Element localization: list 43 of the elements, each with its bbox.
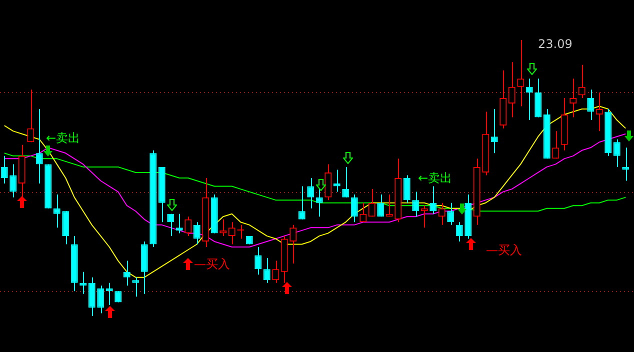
- candlestick: [596, 92, 603, 132]
- candlestick: [342, 166, 350, 198]
- annotation: ←卖出: [46, 131, 80, 146]
- annotation: 23.09: [538, 37, 572, 52]
- candlestick: [27, 89, 34, 143]
- candlestick: [167, 213, 174, 236]
- candlestick: [324, 164, 332, 201]
- candlestick: [132, 276, 140, 298]
- candlestick: [237, 224, 244, 240]
- candlestick: [377, 194, 384, 218]
- candlestick: [184, 216, 192, 236]
- candlestick: [307, 178, 314, 209]
- candlestick: [517, 40, 524, 107]
- candlestick: [97, 285, 104, 314]
- candlestick: [254, 246, 262, 276]
- candlestick: [490, 108, 498, 154]
- candlestick: [62, 210, 70, 245]
- candlestick: [350, 194, 358, 223]
- candlestick: [123, 260, 130, 286]
- candlestick: [53, 194, 60, 228]
- candlestick: [193, 222, 200, 245]
- candlestick: [508, 62, 516, 118]
- candlestick: [430, 186, 437, 214]
- candlestick: [526, 78, 533, 121]
- candlestick: [316, 188, 323, 218]
- candlestick: [333, 169, 340, 192]
- candlestick: [570, 78, 577, 118]
- candlestick: [613, 138, 620, 168]
- annotation: —买入: [486, 243, 522, 258]
- candlestick: [438, 202, 446, 226]
- candlestick: [534, 78, 542, 118]
- candlestick: [10, 164, 17, 198]
- candlestick: [578, 64, 586, 98]
- candlestick: [36, 108, 43, 184]
- annotation: —买入: [194, 257, 230, 272]
- candlestick: [587, 89, 594, 121]
- candlestick: [368, 188, 376, 218]
- candlestick: [88, 276, 96, 316]
- candlestick: [176, 213, 183, 234]
- candlestick: [298, 186, 306, 220]
- annotation: ←卖出: [418, 171, 452, 186]
- candlestick: [290, 224, 297, 264]
- candlestick: [403, 174, 410, 204]
